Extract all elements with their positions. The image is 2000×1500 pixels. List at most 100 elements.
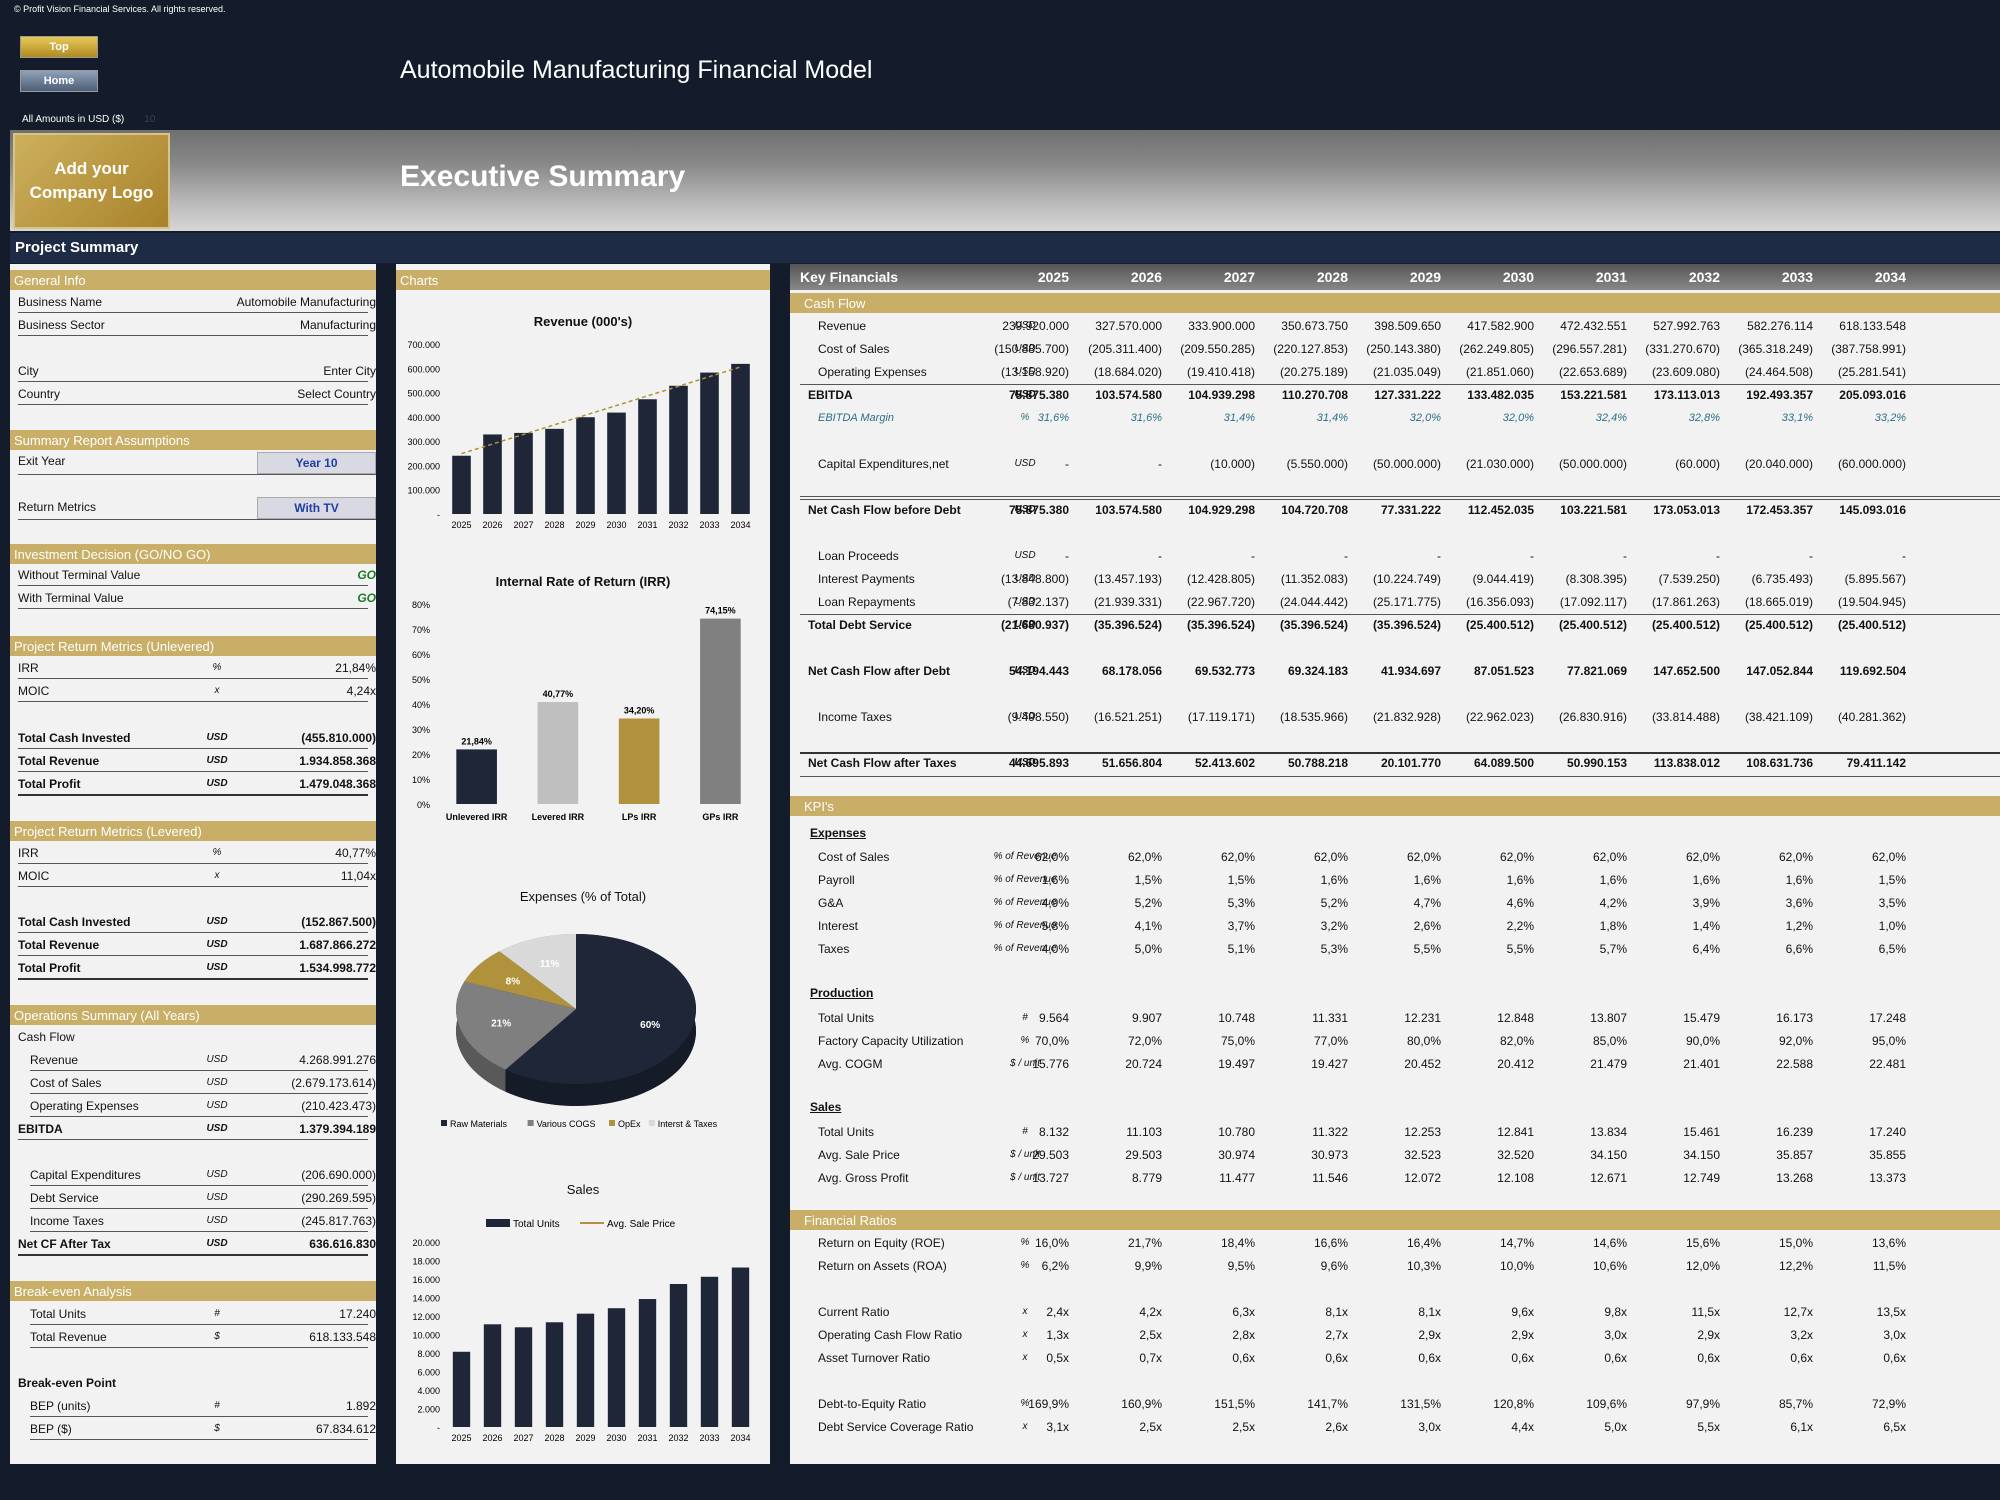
currency-note: All Amounts in USD ($) 10 (22, 114, 155, 125)
cf-income-taxes: Income Taxes USD (9.498.550) (16.521.251) (1… (790, 707, 2000, 727)
revenue-bar (731, 363, 750, 514)
return-metrics-input[interactable]: With TV (257, 497, 376, 519)
cf-loan-repayments: Loan Repayments USD (7.832.137) (21.939.331… (790, 592, 2000, 612)
ops-cost-of-sales-label: Cost of Sales (30, 1076, 102, 1090)
ratio-dscr-value: 5,5x (1697, 1420, 1720, 1434)
kpi-taxes-value: 6,5% (1878, 942, 1906, 956)
breakeven-point-label: Break-even Point (18, 1376, 117, 1390)
cf-ebitda-value: 104.939.298 (1188, 388, 1255, 402)
ratio-roa-value: 6,2% (1041, 1259, 1069, 1273)
cf-loan-repayments-value: (25.171.775) (1372, 595, 1441, 609)
pie-legend-label: Interst & Taxes (658, 1119, 718, 1129)
ratio-dscr-value: 5,0x (1604, 1420, 1627, 1434)
kpi-interest-value: 4,1% (1134, 919, 1162, 933)
top-button[interactable]: Top (20, 36, 98, 58)
cf-ncf-after-debt-value: 147.052.844 (1746, 664, 1813, 678)
irr-chart: 0% 10% 20% 30% 40% 50% 60% 70% 80% 21,84% Unlevere… (412, 600, 741, 822)
cf-income-taxes-value: (16.521.251) (1093, 710, 1162, 724)
irr-bar (618, 718, 660, 804)
sales-chart: Total Units Avg. Sale Price - 2.000 4.000 6.0… (412, 1219, 751, 1443)
ratio-asset-turnover-label: Asset Turnover Ratio (818, 1351, 931, 1365)
ops-revenue-divider (30, 1070, 368, 1071)
business-sector-divider (18, 335, 368, 336)
irr-ytick-label: 0% (417, 800, 430, 810)
sales-bar (514, 1327, 533, 1427)
ratio-roe: Return on Equity (ROE)% 16,0% 21,7% 18,4% 16… (790, 1233, 2000, 1253)
sales-avg-sale-price-value: 32.520 (1497, 1148, 1534, 1162)
sales-total-units-value: 8.132 (1038, 1125, 1069, 1139)
pie-data-label: 11% (540, 959, 560, 970)
cf-ebitda-value: 173.113.013 (1653, 388, 1720, 402)
business-name: Business Name Automobile Manufacturing (18, 292, 376, 312)
cf-operating-expenses-value: (19.410.418) (1186, 365, 1255, 379)
ops-operating-expenses-divider (30, 1116, 368, 1117)
sales-bar (545, 1322, 564, 1427)
without-terminal-value-value: GO (357, 568, 376, 582)
cf-interest-payments-value: (10.224.749) (1372, 572, 1441, 586)
kpi-taxes-value: 6,6% (1785, 942, 1813, 956)
cf-operating-expenses: Operating Expenses USD (13.158.920) (18.684… (790, 362, 2000, 382)
unlevered-irr-label: IRR (18, 661, 39, 675)
kpi-g-and-a-value: 3,6% (1785, 896, 1813, 910)
kpi-taxes-value: 5,1% (1227, 942, 1255, 956)
ops-capex-unit: USD (206, 1169, 228, 1180)
cf-ebitda-divider (800, 384, 2000, 385)
cf-capex-value: (20.040.000) (1744, 457, 1813, 471)
levered-moic-unit: x (214, 870, 220, 881)
cf-total-debt-service-value: (35.396.524) (1186, 618, 1255, 632)
return-metrics-divider (18, 519, 376, 520)
kpi-header: KPI's (790, 796, 2000, 816)
cf-ebitda-label: EBITDA (808, 388, 853, 402)
exit-year-input[interactable]: Year 10 (257, 452, 376, 474)
cf-ncf-after-debt-value: 119.692.504 (1839, 664, 1906, 678)
cf-interest-payments: Interest Payments USD (13.848.800) (13.457.… (790, 569, 2000, 589)
ops-operating-expenses-unit: USD (206, 1100, 228, 1111)
production-total-units: Total Units #9.564 9.907 10.748 11.331 12.231… (790, 1008, 2000, 1028)
sales-legend-units-label: Total Units (513, 1219, 560, 1230)
ratio-asset-turnover-value: 0,6x (1604, 1351, 1627, 1365)
cf-ebitda-margin-value: 31,4% (1316, 412, 1348, 424)
unlevered-cash-invested-label: Total Cash Invested (18, 731, 131, 745)
sales-subheader: Sales (810, 1100, 842, 1114)
kpi-g-and-a-value: 4,7% (1413, 896, 1441, 910)
cf-interest-payments-value: (8.308.395) (1565, 572, 1627, 586)
unlevered-irr-unit: % (212, 662, 222, 673)
ratio-current-ratio-value: 6,3x (1232, 1305, 1255, 1319)
irr-ytick-label: 20% (412, 750, 430, 760)
charts-header: Charts (396, 270, 770, 290)
country-value: Select Country (297, 387, 376, 401)
kpi-interest-value: 1,4% (1692, 919, 1720, 933)
cf-loan-proceeds-value: - (1623, 549, 1627, 563)
levered-cash-invested-unit: USD (206, 916, 228, 927)
cf-ncf-before-debt-value: 172.453.357 (1746, 503, 1813, 517)
production-avg-cogm-value: 19.427 (1311, 1057, 1348, 1071)
home-button[interactable]: Home (20, 70, 98, 92)
copyright-text: © Profit Vision Financial Services. All … (14, 4, 226, 14)
cf-capex-value: (60.000.000) (1837, 457, 1906, 471)
ops-income-taxes-unit: USD (206, 1215, 228, 1226)
revenue-bar (545, 428, 564, 514)
ratio-current-ratio-value: 8,1x (1325, 1305, 1348, 1319)
cf-ncf-after-debt-value: 77.821.069 (1566, 664, 1627, 678)
unlevered-moic-unit: x (214, 685, 220, 696)
company-logo-placeholder[interactable]: Add your Company Logo (13, 133, 170, 229)
cf-ncf-after-debt-label: Net Cash Flow after Debt (808, 664, 951, 678)
pie-slice (505, 934, 696, 1084)
cf-total-debt-service-value: (25.400.512) (1465, 618, 1534, 632)
ratio-asset-turnover-value: 0,7x (1139, 1351, 1162, 1365)
kpi-cost-of-sales-value: 62,0% (1127, 850, 1162, 864)
ratio-ocf-ratio-value: 2,9x (1511, 1328, 1534, 1342)
ratio-ocf-ratio: Operating Cash Flow Ratio x 1,3x 2,5x 2,8x 2,… (790, 1325, 2000, 1345)
ratio-dscr-value: 3,1x (1046, 1420, 1069, 1434)
pie-legend-swatch (441, 1120, 447, 1126)
ratio-dscr-value: 3,0x (1418, 1420, 1441, 1434)
irr-ytick-label: 10% (412, 775, 430, 785)
ops-revenue-value: 4.268.991.276 (299, 1053, 376, 1067)
pie-data-label: 8% (506, 976, 521, 987)
cf-revenue-value: 327.570.000 (1095, 319, 1162, 333)
production-avg-cogm-value: 19.497 (1218, 1057, 1255, 1071)
kpi-payroll-value: 1,5% (1134, 873, 1162, 887)
sales-legend-units-swatch (486, 1219, 510, 1227)
kpi-payroll-value: 1,6% (1692, 873, 1720, 887)
breakeven-total-units: Total Units #17.240 (30, 1304, 376, 1324)
